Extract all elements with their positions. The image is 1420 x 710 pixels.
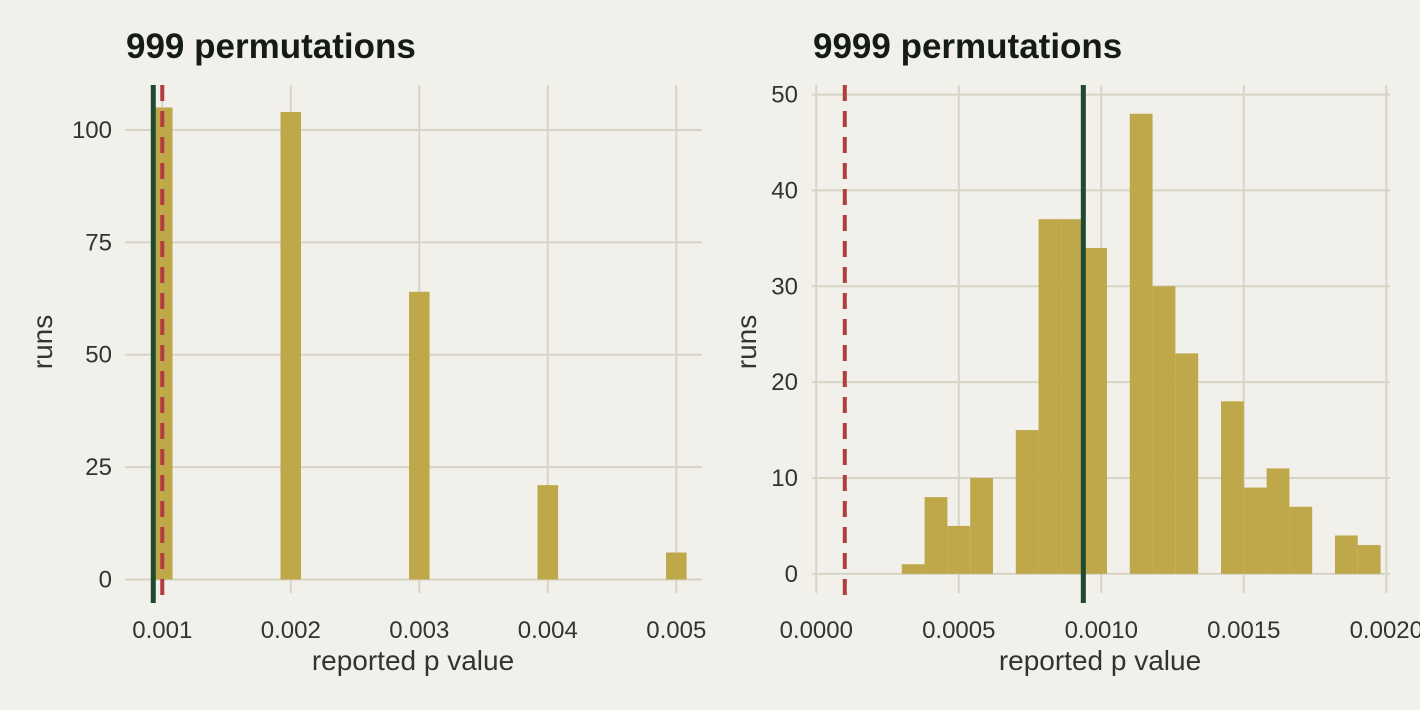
histogram-bar (1357, 545, 1381, 574)
histogram-bar (1334, 535, 1358, 574)
y-tick-label: 0 (785, 561, 798, 588)
histogram-bar (901, 564, 925, 574)
chart-title: 999 permutations (126, 27, 416, 66)
x-tick-label: 0.0005 (922, 617, 995, 644)
histogram-bar (1220, 401, 1244, 574)
x-tick-label: 0.003 (389, 617, 449, 644)
histogram-bar (1084, 247, 1107, 574)
y-tick-label: 25 (85, 454, 112, 481)
histogram-bar (1266, 468, 1290, 574)
x-tick-label: 0.005 (646, 617, 706, 644)
histogram-bar (666, 552, 687, 580)
x-tick-label: 0.0015 (1207, 617, 1280, 644)
histogram-bar (1175, 353, 1199, 574)
reference-lines (842, 85, 1086, 603)
histogram-bar (1289, 506, 1313, 574)
histogram-bar (537, 485, 559, 580)
x-axis-label: reported p value (999, 645, 1201, 676)
x-axis-label: reported p value (312, 645, 514, 676)
y-tick-label: 40 (771, 177, 798, 204)
x-tick-label: 0.004 (518, 617, 578, 644)
histogram-bar (1015, 430, 1039, 574)
x-tick-label: 0.0000 (780, 617, 853, 644)
histogram-bar (1129, 113, 1153, 574)
y-axis-label: runs (27, 315, 58, 369)
histogram-bar (970, 477, 993, 574)
histogram-bar (1061, 219, 1085, 574)
tick-labels: 0.0000 0.0005 0.0010 0.0015 0.0020 0 10 20 30 40 5… (771, 82, 1420, 644)
y-axis-label: runs (731, 315, 762, 369)
y-tick-label: 50 (771, 82, 798, 109)
reference-lines (150, 85, 165, 603)
bars (151, 107, 687, 580)
histogram-bar (1243, 487, 1267, 574)
panel-9999-permutations: 9999 permutations reported p value runs … (731, 27, 1420, 676)
histogram-bar (409, 291, 430, 580)
x-tick-label: 0.001 (132, 617, 192, 644)
y-tick-label: 50 (85, 342, 112, 369)
histogram-bar (924, 497, 948, 574)
y-tick-label: 0 (99, 567, 112, 594)
chart-title: 9999 permutations (813, 27, 1122, 66)
y-tick-label: 20 (771, 369, 798, 396)
y-tick-label: 10 (771, 465, 798, 492)
x-tick-label: 0.0010 (1065, 617, 1138, 644)
histogram-bar (947, 525, 971, 574)
histogram-bar (280, 111, 302, 580)
tick-labels: 0.001 0.002 0.003 0.004 0.005 0 25 50 75 100 (72, 117, 706, 644)
panel-999-permutations: 999 permutations reported p value runs 0… (27, 27, 706, 676)
x-tick-label: 0.002 (261, 617, 321, 644)
y-tick-label: 75 (85, 229, 112, 256)
histogram-bar (1152, 286, 1176, 574)
histogram-bar (151, 107, 173, 580)
x-tick-label: 0.0020 (1350, 617, 1420, 644)
bars (901, 113, 1381, 574)
y-tick-label: 100 (72, 117, 112, 144)
histogram-bar (1038, 219, 1062, 574)
y-tick-label: 30 (771, 273, 798, 300)
